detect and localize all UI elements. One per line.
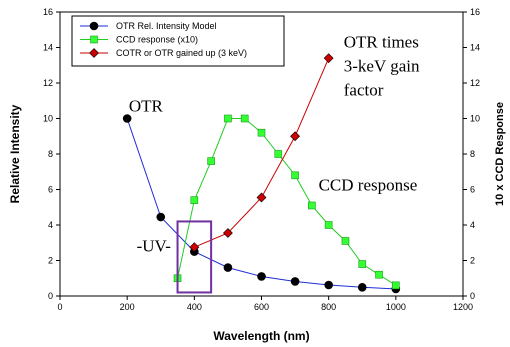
data-point: [324, 221, 333, 229]
tick-labels: 0 200 400 600 800 1000 12000246810121416024681…: [43, 7, 480, 312]
data-point: [224, 114, 232, 123]
y-tick-label: 14: [43, 43, 53, 53]
y2-tick-label: 8: [470, 149, 475, 159]
legend-label: OTR Rel. Intensity Model: [116, 21, 217, 31]
uv-highlight-layer: [176, 220, 213, 294]
data-point: [256, 192, 267, 203]
data-point: [189, 242, 200, 253]
x-tick-label: 200: [120, 302, 135, 312]
x-tick-label: 400: [187, 302, 202, 312]
legend: OTR Rel. Intensity Model CCD response (x1…: [71, 15, 285, 67]
x-tick-label: 800: [321, 302, 336, 312]
data-point: [375, 270, 383, 279]
y-tick-label: 12: [43, 78, 53, 88]
annotation: OTR: [129, 96, 164, 115]
y2-tick-label: 12: [470, 78, 480, 88]
annotation: OTR times: [344, 33, 419, 52]
data-point: [290, 131, 301, 142]
data-point: [156, 212, 166, 222]
uv-highlight-box: [176, 220, 213, 294]
data-point: [324, 280, 333, 290]
legend-label: CCD response (x10): [116, 35, 198, 45]
y2-tick-label: 0: [470, 291, 475, 301]
x-tick-label: 1000: [386, 302, 406, 312]
y-tick-label: 4: [48, 220, 53, 230]
y2-tick-label: 14: [470, 43, 480, 53]
annotation-layer: OTR OTR times 3-keV gain factor CCD response…: [129, 33, 420, 256]
data-point: [323, 53, 334, 64]
legend-swatch-marker: [89, 21, 99, 31]
series-2: [173, 114, 400, 290]
y2-tick-label: 6: [470, 185, 475, 195]
data-point: [341, 237, 350, 245]
x-tick-label: 1200: [453, 302, 473, 312]
data-point: [274, 150, 283, 158]
y2-tick-label: 16: [470, 7, 480, 17]
x-axis-title: Wavelength (nm): [213, 329, 309, 343]
data-point: [392, 281, 400, 290]
y-tick-label: 6: [48, 185, 53, 195]
series-1: [122, 114, 401, 294]
series-line: [126, 118, 396, 290]
y-tick-label: 10: [43, 114, 53, 124]
x-tick-label: 0: [57, 302, 62, 312]
series-3: [189, 53, 334, 253]
annotation: CCD response: [319, 175, 418, 194]
data-point: [223, 263, 233, 272]
y-tick-label: 0: [48, 291, 53, 301]
y2-axis-title: 10 x CCD Response: [494, 102, 506, 206]
data-point: [290, 277, 300, 286]
y-tick-label: 2: [48, 256, 53, 266]
data-point: [222, 228, 233, 238]
data-point: [257, 128, 266, 137]
annotation: factor: [344, 80, 384, 99]
x-tick-label: 600: [254, 302, 269, 312]
annotation: 3-keV gain: [344, 56, 420, 75]
data-point: [122, 114, 132, 123]
y2-tick-label: 10: [470, 114, 480, 124]
axes: [56, 11, 467, 300]
series-layer: [122, 53, 401, 294]
legend-box: [71, 15, 285, 67]
data-point: [240, 114, 249, 123]
y2-tick-label: 2: [470, 256, 475, 266]
legend-swatch-marker: [90, 35, 98, 44]
y2-tick-label: 4: [470, 220, 475, 230]
y-tick-label: 8: [48, 149, 53, 159]
data-point: [190, 196, 199, 204]
y-axis-title: Relative Intensity: [8, 104, 22, 203]
annotation: -UV-: [137, 237, 172, 256]
data-point: [291, 171, 299, 180]
data-point: [207, 157, 215, 165]
data-point: [257, 272, 266, 281]
data-point: [308, 201, 316, 210]
legend-swatch-marker: [89, 48, 99, 58]
series-line: [177, 118, 397, 286]
data-point: [358, 260, 367, 268]
y-tick-label: 16: [43, 7, 53, 17]
legend-label: COTR or OTR gained up (3 keV): [116, 48, 247, 58]
data-point: [357, 283, 367, 292]
